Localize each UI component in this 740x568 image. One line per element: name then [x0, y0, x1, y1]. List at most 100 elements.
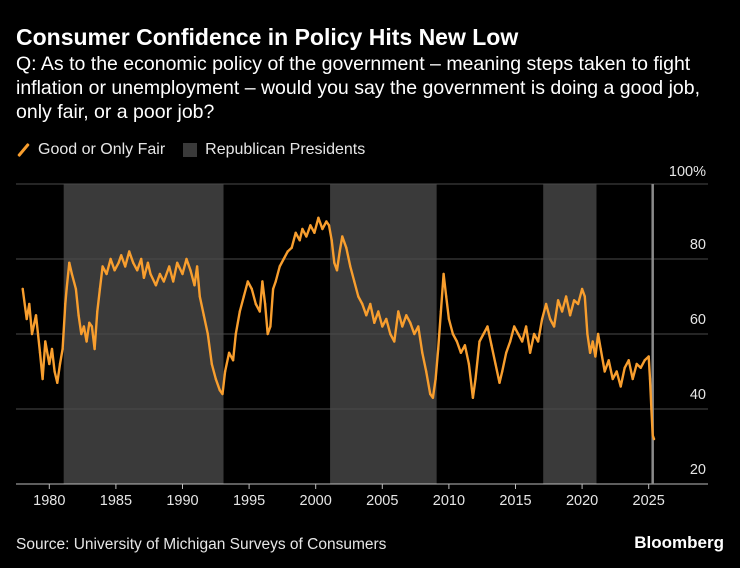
data-point: [451, 332, 455, 336]
data-point: [269, 325, 272, 328]
data-point: [30, 332, 34, 336]
data-point: [445, 295, 448, 298]
y-tick-label-20: 20: [690, 462, 706, 478]
data-point: [210, 362, 213, 366]
data-point: [44, 340, 47, 343]
data-point: [80, 332, 83, 336]
x-tick-label-2020: 2020: [566, 493, 598, 509]
data-point: [353, 280, 356, 283]
data-point: [341, 235, 344, 238]
data-point: [214, 377, 217, 381]
data-point: [261, 280, 264, 283]
data-point: [136, 269, 139, 272]
data-point: [498, 381, 501, 384]
data-point: [568, 314, 572, 317]
data-point: [290, 246, 293, 249]
data-point: [132, 261, 135, 264]
data-point: [101, 265, 104, 268]
x-tick-label-2015: 2015: [499, 493, 531, 509]
data-point: [266, 332, 269, 336]
data-point: [385, 317, 388, 321]
y-tick-labels: 20 40 60 80 100%: [669, 164, 706, 478]
data-point: [393, 340, 396, 343]
data-point: [202, 314, 205, 317]
data-point: [246, 280, 249, 283]
data-point: [544, 302, 548, 306]
data-point: [442, 272, 445, 276]
data-point: [528, 351, 532, 354]
data-point: [25, 317, 28, 321]
data-point: [434, 377, 437, 381]
data-point: [648, 377, 652, 381]
data-point: [586, 332, 589, 336]
data-point: [68, 261, 71, 264]
data-point: [140, 257, 143, 261]
data-point: [521, 340, 524, 343]
data-point: [552, 325, 556, 328]
data-point: [591, 340, 594, 343]
data-point: [90, 325, 94, 328]
data-point: [185, 257, 188, 261]
data-point: [176, 261, 179, 264]
data-point: [501, 370, 504, 373]
legend-shading-label: Republican Presidents: [205, 141, 366, 158]
y-tick-label-80: 80: [690, 237, 706, 253]
data-point: [377, 310, 380, 313]
data-point: [198, 295, 201, 298]
data-point: [154, 284, 158, 287]
data-point: [298, 239, 301, 242]
data-point: [321, 227, 324, 231]
data-point: [463, 344, 467, 347]
data-point: [195, 265, 199, 268]
data-point: [397, 310, 400, 313]
data-point: [168, 265, 171, 268]
x-axis: [16, 483, 708, 489]
series-line-icon: [16, 143, 30, 157]
data-point: [120, 254, 123, 257]
data-point: [38, 351, 42, 354]
x-tick-label-1990: 1990: [166, 493, 198, 509]
data-point: [254, 302, 257, 306]
data-point: [459, 351, 463, 354]
data-point: [651, 434, 654, 437]
data-point: [599, 347, 602, 351]
data-point: [635, 362, 638, 366]
data-point: [389, 332, 392, 336]
data-point: [647, 355, 650, 358]
x-tick-label-2005: 2005: [366, 493, 398, 509]
data-point: [373, 321, 376, 324]
data-point: [509, 340, 512, 343]
data-point: [282, 257, 285, 261]
data-point: [572, 299, 576, 302]
data-point: [564, 295, 568, 298]
data-point: [425, 370, 428, 373]
data-point: [431, 396, 435, 399]
data-point: [223, 370, 227, 373]
data-point: [258, 310, 261, 313]
data-point: [333, 261, 336, 264]
data-point: [142, 276, 146, 279]
data-point: [70, 272, 74, 276]
data-point: [181, 272, 184, 276]
data-point: [627, 359, 630, 362]
data-point: [494, 362, 497, 366]
data-point: [221, 392, 224, 396]
data-point: [105, 272, 108, 276]
data-point: [365, 314, 368, 317]
data-point: [325, 220, 328, 223]
data-point: [218, 389, 221, 392]
data-point: [294, 231, 297, 234]
data-point: [560, 310, 564, 313]
legend-item-shading: Republican Presidents: [183, 141, 365, 159]
data-point: [409, 321, 412, 324]
data-point: [88, 321, 91, 324]
data-point: [619, 385, 622, 388]
data-point: [639, 366, 642, 369]
data-point: [338, 250, 341, 253]
legend-series-label: Good or Only Fair: [38, 141, 166, 158]
data-point: [583, 295, 586, 298]
data-point: [490, 344, 493, 347]
data-point: [53, 370, 56, 373]
chart-subtitle: Q: As to the economic policy of the gove…: [16, 53, 701, 123]
x-tick-label-1985: 1985: [100, 493, 132, 509]
